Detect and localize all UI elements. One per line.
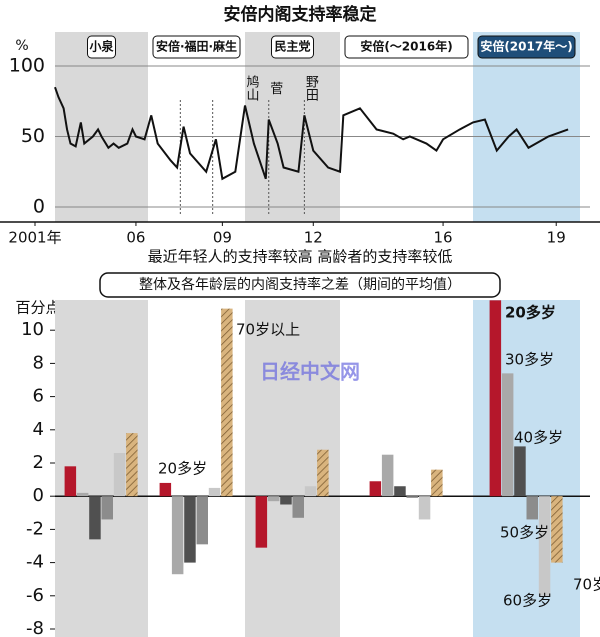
period-label: 民主党: [274, 39, 310, 54]
watermark: 日经中文网: [260, 360, 360, 384]
backgrounds: [55, 32, 580, 637]
y-tick-label: 2: [33, 452, 44, 473]
bar: [89, 496, 101, 540]
subtitle: 整体及各年龄层的内阁支持率之差（期间的平均值）: [139, 276, 461, 293]
period-label: 安倍(～2016年): [360, 39, 452, 54]
period-band: [340, 300, 473, 637]
annotation: 野田: [303, 75, 319, 101]
period-band: [55, 32, 148, 222]
bar: [280, 496, 292, 505]
bar: [292, 496, 304, 518]
y-tick-label: 10: [21, 319, 44, 340]
bar: [126, 433, 138, 497]
y-tick-label: 4: [33, 419, 44, 440]
bar: [304, 486, 317, 497]
bar: [76, 492, 89, 497]
legend-label: 60多岁: [503, 592, 552, 610]
period-box: [152, 35, 241, 59]
bar: [113, 453, 126, 497]
x-tick-label: 16: [434, 229, 453, 247]
x-tick-label: 19: [547, 229, 566, 247]
y-tick-label: -6: [26, 585, 44, 606]
y-tick-label: 0: [33, 485, 44, 506]
bar: [255, 496, 268, 548]
x-tick-label: 12: [304, 229, 323, 247]
bar: [101, 496, 113, 520]
bar: [196, 496, 208, 545]
bar: [538, 496, 551, 596]
x-tick-label: 09: [213, 229, 232, 247]
annotation: 菅: [267, 82, 283, 96]
bar: [394, 486, 406, 497]
bar: [526, 496, 538, 520]
legend-label: 40多岁: [514, 429, 563, 447]
period-box: [477, 35, 576, 59]
period-box: [344, 35, 469, 59]
y-tick-label: -4: [26, 552, 44, 573]
period-band: [148, 32, 245, 222]
x-tick-label: 06: [126, 229, 145, 247]
y-tick-label: 6: [33, 386, 44, 407]
bar: [431, 469, 443, 497]
y-tick-label: 0: [33, 196, 45, 218]
annotation: 鸠山: [244, 74, 260, 101]
bar: [418, 496, 431, 520]
y-label: 百分点: [15, 299, 60, 317]
bar: [406, 496, 418, 498]
bar: [171, 496, 184, 575]
bar: [317, 449, 329, 497]
chart-title: 安倍内阁支持率稳定: [224, 4, 377, 25]
bar: [489, 300, 502, 497]
y-label: %: [15, 38, 28, 54]
subtitle-box: [99, 272, 501, 298]
legend-label: 70岁以上: [236, 321, 300, 339]
bar: [369, 481, 382, 497]
bar: [267, 496, 280, 502]
bar: [184, 496, 196, 563]
y-tick-label: 100: [9, 55, 45, 77]
bar: [221, 308, 233, 497]
period-label: 安倍·福田·麻生: [156, 39, 237, 54]
legend-label: 20多岁: [505, 304, 556, 322]
subtitle: 最近年轻人的支持率较高 高龄者的支持率较低: [148, 248, 453, 266]
bar: [208, 487, 221, 497]
x-tick-label: 2001年: [8, 229, 61, 247]
bar: [551, 496, 563, 563]
bar: [64, 466, 77, 497]
period-label: 小泉: [89, 39, 114, 54]
legend-label: 20多岁: [158, 460, 207, 478]
legend-label: 70岁以上: [573, 576, 600, 594]
bar: [159, 482, 172, 497]
y-tick-label: -2: [26, 518, 44, 539]
line: [54, 86, 569, 181]
legend-label: 30多岁: [505, 351, 554, 369]
bar: [514, 446, 526, 497]
legend-label: 50多岁: [500, 524, 549, 542]
period-band: [340, 32, 473, 222]
bar: [501, 373, 514, 497]
period-band: [473, 32, 580, 222]
period-box: [271, 35, 314, 59]
period-band: [245, 32, 340, 222]
y-tick-label: -8: [26, 618, 44, 637]
y-tick-label: 8: [33, 352, 44, 373]
bar: [381, 454, 394, 497]
period-box: [87, 35, 116, 59]
y-tick-label: 50: [21, 125, 45, 147]
period-label: 安倍(2017年～): [480, 39, 572, 54]
